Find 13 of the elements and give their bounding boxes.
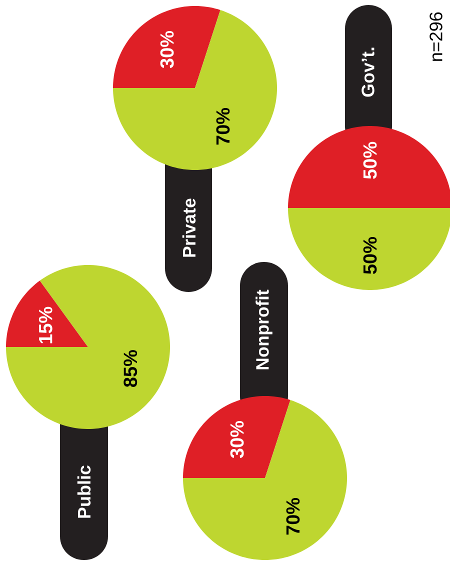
data-label: 70% (216, 108, 230, 145)
text: n=296 (430, 12, 442, 61)
chart-title: Gov’t. (362, 48, 374, 97)
data-label: 15% (38, 306, 52, 344)
data-label: 30% (160, 31, 174, 68)
chart-title: Nonprofit (256, 290, 272, 370)
text: Public (77, 466, 91, 518)
data-label: 50% (363, 142, 377, 179)
data-label: 70% (286, 498, 300, 535)
data-label: 30% (230, 421, 244, 458)
text: Private (182, 198, 196, 257)
data-label: 50% (363, 237, 377, 274)
data-label: 85% (124, 350, 138, 387)
